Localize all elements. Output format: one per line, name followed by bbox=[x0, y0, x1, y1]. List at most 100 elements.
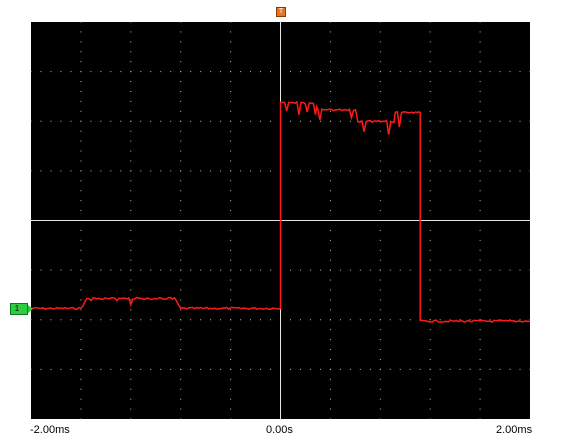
grid-dot bbox=[369, 71, 371, 73]
grid-dot bbox=[329, 279, 331, 281]
grid-dot bbox=[40, 269, 42, 271]
grid-dot bbox=[130, 368, 132, 370]
channel-1-waveform bbox=[30, 100, 531, 323]
grid-dot bbox=[230, 339, 232, 341]
grid-dot bbox=[379, 418, 381, 420]
grid-dot bbox=[329, 130, 331, 132]
grid-dot bbox=[479, 41, 481, 43]
grid-dot bbox=[180, 259, 182, 261]
grid-dot bbox=[349, 319, 351, 321]
grid-dot bbox=[230, 190, 232, 192]
grid-dot bbox=[379, 190, 381, 192]
grid-dot bbox=[80, 190, 82, 192]
grid-dot bbox=[80, 180, 82, 182]
grid-dot bbox=[379, 21, 381, 23]
grid-dot bbox=[230, 239, 232, 241]
grid-dot bbox=[200, 319, 202, 321]
grid-dot bbox=[329, 61, 331, 63]
grid-dot bbox=[80, 418, 82, 420]
grid-dot bbox=[220, 319, 222, 321]
grid-dot bbox=[289, 269, 291, 271]
grid-dot bbox=[429, 339, 431, 341]
grid-dot bbox=[429, 279, 431, 281]
grid-dot bbox=[379, 309, 381, 311]
grid-dot bbox=[130, 239, 132, 241]
grid-dot bbox=[459, 170, 461, 172]
grid-dot bbox=[429, 378, 431, 380]
grid-dot bbox=[499, 269, 501, 271]
grid-dot bbox=[479, 368, 481, 370]
grid-dot bbox=[299, 319, 301, 321]
grid-dot bbox=[270, 319, 272, 321]
grid-dot bbox=[230, 398, 232, 400]
grid-dot bbox=[180, 408, 182, 410]
grid-dot bbox=[479, 329, 481, 331]
grid-dot bbox=[130, 249, 132, 251]
grid-dot bbox=[260, 120, 262, 122]
grid-dot bbox=[230, 21, 232, 23]
grid-dot bbox=[479, 210, 481, 212]
grid-dot bbox=[429, 249, 431, 251]
grid-dot bbox=[469, 170, 471, 172]
grid-dot bbox=[40, 368, 42, 370]
grid-dot bbox=[329, 368, 331, 370]
grid-dot bbox=[150, 368, 152, 370]
grid-dot bbox=[369, 319, 371, 321]
grid-dot bbox=[429, 140, 431, 142]
grid-dot bbox=[130, 31, 132, 33]
grid-dot bbox=[180, 21, 182, 23]
grid-dot bbox=[389, 71, 391, 73]
grid-dot bbox=[180, 200, 182, 202]
grid-dot bbox=[70, 71, 72, 73]
grid-dot bbox=[130, 329, 132, 331]
grid-dot bbox=[130, 170, 132, 172]
grid-dot bbox=[80, 388, 82, 390]
grid-dot bbox=[210, 71, 212, 73]
grid-dot bbox=[230, 358, 232, 360]
grid-dot bbox=[190, 368, 192, 370]
grid-dot bbox=[359, 269, 361, 271]
grid-dot bbox=[190, 170, 192, 172]
grid-dot bbox=[50, 120, 52, 122]
grid-dot bbox=[379, 51, 381, 53]
grid-dot bbox=[479, 259, 481, 261]
grid-dot bbox=[479, 110, 481, 112]
grid-dot bbox=[50, 269, 52, 271]
grid-dot bbox=[240, 71, 242, 73]
grid-dot bbox=[180, 249, 182, 251]
grid-dot bbox=[509, 170, 511, 172]
grid-dot bbox=[499, 170, 501, 172]
grid-dot bbox=[459, 269, 461, 271]
grid-dot bbox=[439, 71, 441, 73]
grid-dot bbox=[180, 100, 182, 102]
grid-dot bbox=[479, 239, 481, 241]
grid-dot bbox=[479, 249, 481, 251]
grid-dot bbox=[180, 388, 182, 390]
grid-dot bbox=[80, 210, 82, 212]
grid-dot bbox=[230, 378, 232, 380]
grid-dot bbox=[260, 71, 262, 73]
grid-dot bbox=[230, 418, 232, 420]
channel-1-level-marker[interactable]: 1 bbox=[10, 303, 33, 315]
grid-dot bbox=[230, 210, 232, 212]
grid-dot bbox=[449, 368, 451, 370]
grid-dot bbox=[289, 170, 291, 172]
grid-dot bbox=[529, 170, 531, 172]
grid-dot bbox=[80, 71, 82, 73]
grid-dot bbox=[379, 81, 381, 83]
grid-dot bbox=[319, 71, 321, 73]
grid-dot bbox=[140, 319, 142, 321]
grid-dot bbox=[230, 130, 232, 132]
grid-dot bbox=[429, 170, 431, 172]
grid-dot bbox=[329, 329, 331, 331]
grid-dot bbox=[329, 408, 331, 410]
grid-dot bbox=[250, 170, 252, 172]
grid-dot bbox=[379, 289, 381, 291]
grid-dot bbox=[180, 269, 182, 271]
grid-dot bbox=[260, 368, 262, 370]
grid-dot bbox=[379, 229, 381, 231]
grid-dot bbox=[230, 368, 232, 370]
grid-dot bbox=[130, 309, 132, 311]
grid-dot bbox=[180, 349, 182, 351]
trigger-position-marker[interactable]: T bbox=[276, 7, 286, 17]
